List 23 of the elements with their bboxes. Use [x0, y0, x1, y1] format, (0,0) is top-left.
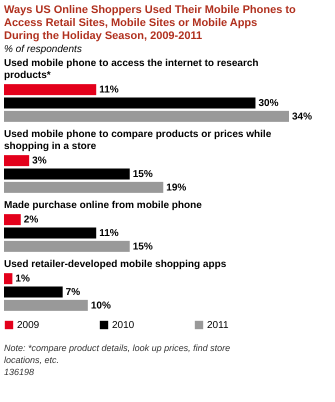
chart-title: Ways US Online Shoppers Used Their Mobile Phones to Access Retail Sites, Mobile Sites or Mobile Apps During the Holiday Season, 2009-2011: [4, 4, 296, 42]
legend-label: 2011: [207, 320, 229, 331]
y-tick-label: Made purchase online from mobile phone: [4, 200, 202, 211]
legend-label: 2009: [17, 320, 40, 331]
data-label: 11%: [99, 84, 119, 96]
data-label: 15%: [132, 241, 153, 252]
data-label: 19%: [166, 182, 186, 194]
data-label: 34%: [292, 111, 312, 122]
data-label: 11%: [99, 228, 119, 239]
legend-label: 2010: [112, 320, 135, 331]
text: 136198: [4, 367, 34, 377]
data-label: 30%: [258, 98, 279, 109]
data-label: 3%: [32, 156, 47, 167]
y-tick-label: Used mobile phone to compare products or prices while shopping in a store: [4, 129, 272, 152]
data-label: 10%: [90, 300, 111, 312]
data-label: 7%: [66, 287, 80, 298]
text: Note: *compare product details, look up prices, find store locations, etc.: [4, 343, 230, 365]
y-tick-label: Used mobile phone to access the internet to research products*: [4, 58, 259, 81]
data-label: 15%: [132, 169, 153, 180]
chart-subtitle: % of respondents: [4, 44, 82, 55]
data-label: 1%: [15, 274, 30, 285]
y-tick-label: Used retailer-developed mobile shopping apps: [4, 259, 227, 270]
data-label: 2%: [24, 214, 38, 226]
